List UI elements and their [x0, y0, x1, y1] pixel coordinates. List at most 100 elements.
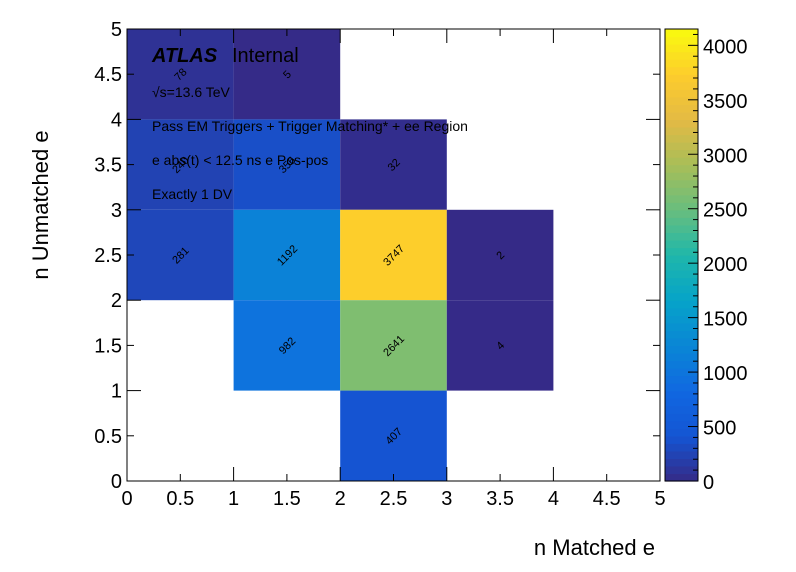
x-tick-label: 3.5: [486, 488, 514, 510]
color-bar-tick-label: 1000: [703, 363, 748, 385]
color-bar-segment: [665, 443, 698, 452]
y-tick-label: 1: [111, 381, 122, 403]
heatmap-cell: [340, 390, 447, 481]
x-tick-label: 2: [335, 488, 346, 510]
color-bar-segment: [665, 285, 698, 294]
y-tick-label: 1.5: [94, 335, 122, 357]
x-tick-label: 1.5: [273, 488, 301, 510]
color-bar-segment: [665, 277, 698, 286]
color-bar-segment: [665, 134, 698, 143]
color-bar-segment: [665, 247, 698, 256]
color-bar-segment: [665, 322, 698, 331]
heatmap-cell: [233, 29, 341, 120]
color-bar-segment: [665, 142, 698, 151]
color-bar-segment: [665, 375, 698, 384]
color-bar-segment: [665, 405, 698, 414]
color-bar-segment: [665, 450, 698, 459]
heatmap-cell: [340, 209, 447, 301]
color-bar-segment: [665, 300, 698, 309]
color-bar-segment: [665, 89, 698, 98]
color-bar-segment: [665, 59, 698, 68]
color-bar-segment: [665, 111, 698, 120]
color-bar-segment: [665, 458, 698, 467]
x-tick-label: 0.5: [166, 488, 194, 510]
color-bar-segment: [665, 307, 698, 316]
y-axis: 0 0.5 1 1.5 2 2.5 3 3.5 4 4.5 5: [94, 19, 660, 493]
color-bar-tick-label: 3500: [703, 91, 748, 113]
color-bar-segment: [665, 29, 698, 38]
x-tick-label: 0: [121, 488, 132, 510]
y-tick-label: 4: [111, 109, 122, 131]
y-tick-label: 5: [111, 19, 122, 41]
color-bar-segment: [665, 209, 698, 218]
color-bar-tick-label: 2500: [703, 200, 748, 222]
color-bar-segment: [665, 126, 698, 136]
color-bar-segment: [665, 292, 698, 301]
color-bar-tick-label: 3000: [703, 145, 748, 167]
heatmap-cell: [340, 119, 447, 210]
color-bar-segment: [665, 337, 698, 346]
color-bar-segment: [665, 390, 698, 399]
energy-label: √s=13.6 TeV: [152, 84, 231, 100]
color-bar-tick-label: 4000: [703, 36, 748, 58]
color-bar-segment: [665, 224, 698, 233]
color-bar-segment: [665, 157, 698, 166]
color-bar-segment: [665, 239, 698, 249]
color-bar-segment: [665, 179, 698, 188]
y-tick-label: 4.5: [94, 64, 122, 86]
color-bar-segment: [665, 149, 698, 158]
color-bar-segment: [665, 428, 698, 437]
selection-label-2: e abs(t) < 12.5 ns e Pos-pos: [152, 152, 328, 168]
y-tick-label: 2.5: [94, 245, 122, 267]
heatmap-cell: [233, 119, 341, 210]
y-tick-label: 2: [111, 290, 122, 312]
x-tick-label: 4: [548, 488, 559, 510]
heatmap-cell: [340, 300, 447, 391]
color-bar-segment: [665, 66, 698, 75]
color-bar-segment: [665, 315, 698, 324]
color-bar-segment: [665, 262, 698, 271]
color-bar-tick-label: 2000: [703, 254, 748, 276]
heatmap-cell: [127, 209, 234, 301]
color-bar-segment: [665, 81, 698, 90]
selection-label-1: Pass EM Triggers + Trigger Matching* + e…: [152, 118, 468, 134]
color-bar-segment: [665, 345, 698, 354]
y-tick-label: 3: [111, 200, 122, 222]
color-bar-segment: [665, 51, 698, 60]
cells-layer: [127, 29, 554, 481]
color-bar-segment: [665, 104, 698, 113]
color-bar-segment: [665, 360, 698, 369]
color-bar-segment: [665, 413, 698, 422]
x-tick-label: 2.5: [380, 488, 408, 510]
y-axis-label: n Unmatched e: [28, 130, 53, 279]
heatmap-cell: [233, 209, 341, 301]
color-bar-segment: [665, 194, 698, 203]
color-bar-segment: [665, 96, 698, 105]
x-tick-label: 1: [228, 488, 239, 510]
color-bar-segment: [665, 44, 698, 53]
x-tick-label: 4.5: [593, 488, 621, 510]
color-bar-tick-label: 1500: [703, 309, 748, 331]
color-bar-tick-label: 500: [703, 418, 736, 440]
color-bar-segment: [665, 465, 698, 475]
color-bar-segment: [665, 202, 698, 211]
color-bar-segment: [665, 74, 698, 83]
color-bar-segment: [665, 420, 698, 429]
color-bar-segment: [665, 435, 698, 444]
color-bar-segment: [665, 368, 698, 377]
color-bar-segment: [665, 383, 698, 392]
heatmap-cell: [233, 300, 341, 391]
color-bar-tick-label: 0: [703, 472, 714, 494]
heatmap-cell: [446, 300, 554, 391]
color-bar-segment: [665, 398, 698, 407]
color-bar-segment: [665, 352, 698, 362]
y-tick-label: 0.5: [94, 426, 122, 448]
heatmap-cell: [446, 209, 554, 301]
x-axis: 0 0.5 1 1.5 2 2.5 3 3.5 4 4.5 5: [121, 29, 666, 510]
color-bar: 0 500 1000 1500 2000 2500 3000 3500 4000: [664, 28, 748, 494]
selection-label-3: Exactly 1 DV: [152, 186, 233, 202]
color-bar-segment: [665, 270, 698, 279]
color-bar-frame: [664, 28, 699, 482]
y-tick-label: 3.5: [94, 155, 122, 177]
